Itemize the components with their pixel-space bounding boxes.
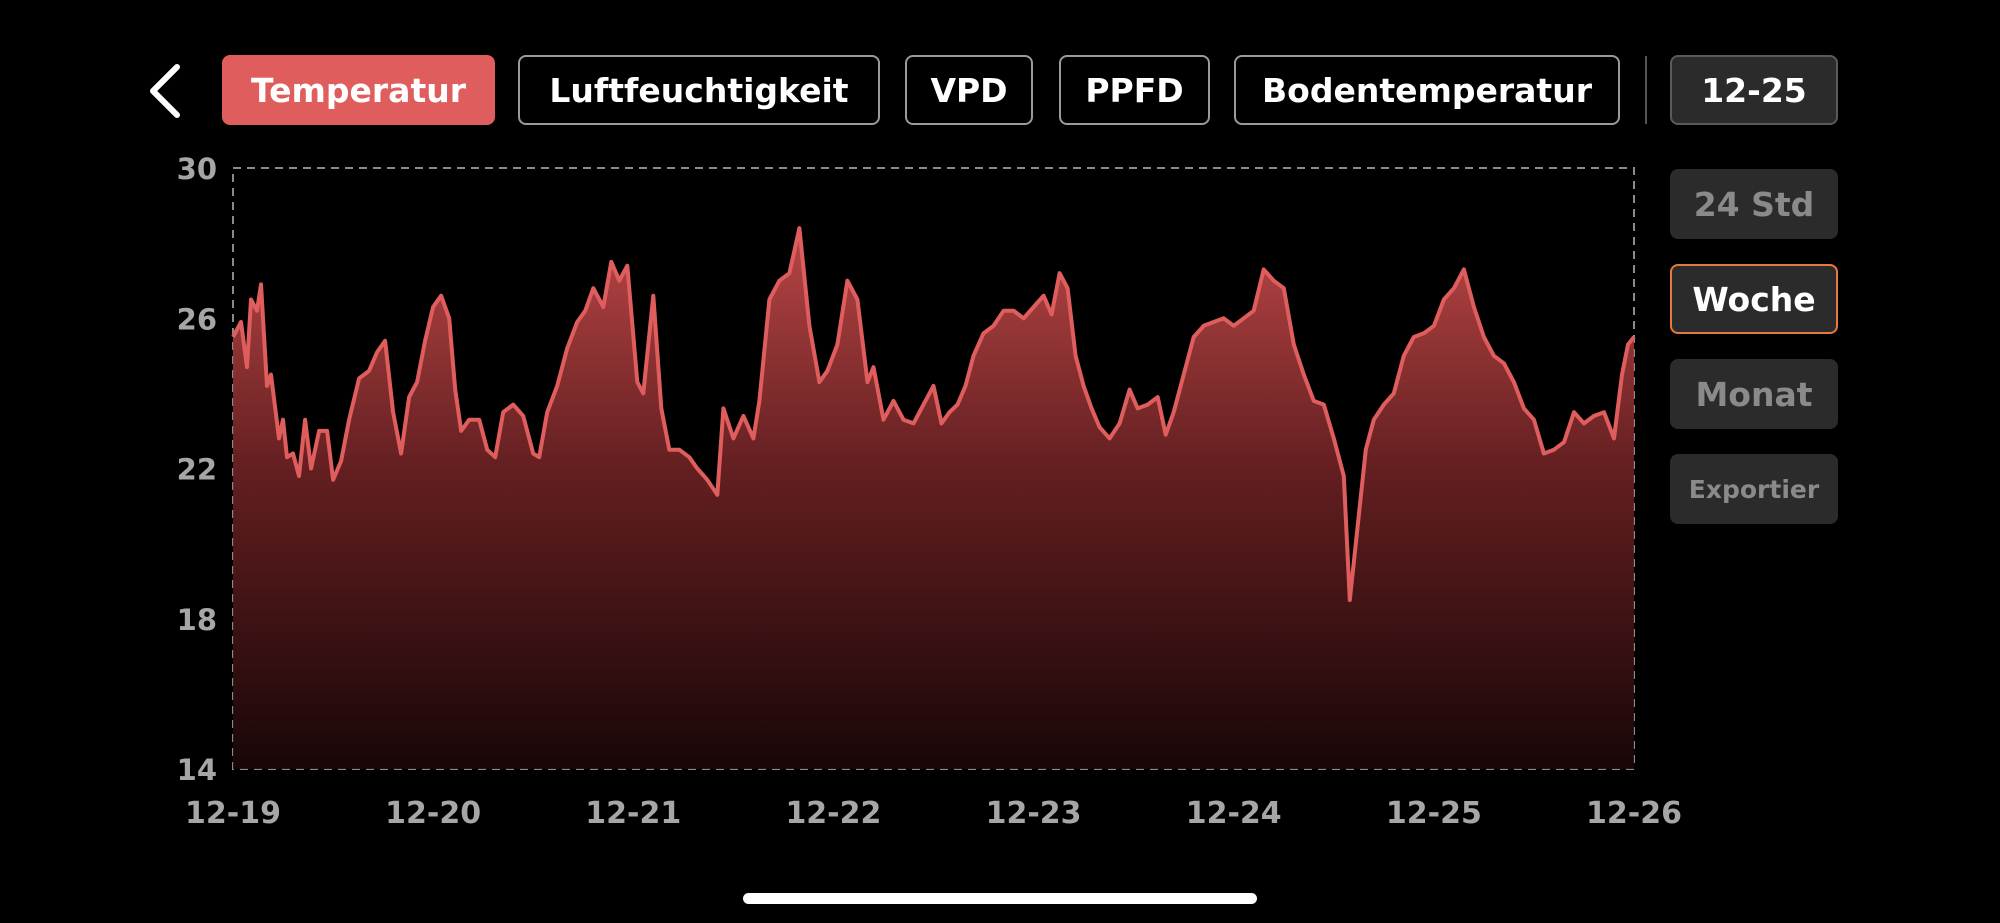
y-tick-label: 26 (177, 302, 217, 336)
tab-bodentemperatur[interactable]: Bodentemperatur (1234, 55, 1620, 125)
temperature-line (231, 226, 1636, 602)
range-24h-button[interactable]: 24 Std (1670, 169, 1838, 239)
x-tick-label: 12-26 (1586, 796, 1682, 831)
x-tick-label: 12-25 (1386, 796, 1482, 831)
back-button[interactable] (140, 62, 190, 120)
y-axis: 14 18 22 26 30 (177, 152, 217, 787)
y-tick-label: 22 (177, 453, 217, 487)
temperature-area (233, 228, 1634, 770)
tab-temperatur[interactable]: Temperatur (222, 55, 495, 125)
x-tick-label: 12-19 (185, 796, 281, 831)
tab-divider (1645, 56, 1647, 124)
chevron-left-icon (150, 64, 180, 118)
range-month-button[interactable]: Monat (1670, 359, 1838, 429)
export-button[interactable]: Exportier (1670, 454, 1838, 524)
tab-vpd[interactable]: VPD (905, 55, 1033, 125)
y-tick-label: 18 (177, 603, 217, 637)
tab-ppfd[interactable]: PPFD (1059, 55, 1210, 125)
x-axis: 12-19 12-20 12-21 12-22 12-23 12-24 12-25 12-26 (185, 796, 1682, 831)
y-tick-label: 14 (177, 753, 217, 787)
x-tick-label: 12-24 (1186, 796, 1282, 831)
home-indicator[interactable] (743, 893, 1257, 904)
date-selector-button[interactable]: 12-25 (1670, 55, 1838, 125)
x-tick-label: 12-22 (785, 796, 881, 831)
x-tick-label: 12-20 (385, 796, 481, 831)
range-week-button[interactable]: Woche (1670, 264, 1838, 334)
x-tick-label: 12-23 (986, 796, 1082, 831)
y-tick-label: 30 (177, 152, 217, 186)
tab-luftfeuchtigkeit[interactable]: Luftfeuchtigkeit (518, 55, 880, 125)
x-tick-label: 12-21 (585, 796, 681, 831)
